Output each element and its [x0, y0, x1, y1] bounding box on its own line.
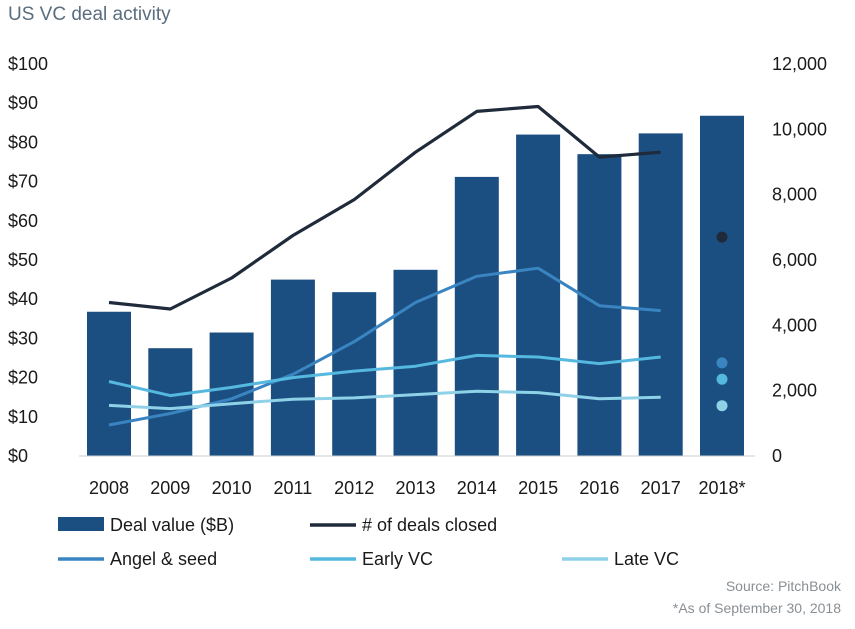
left-tick-label: $60 [8, 211, 38, 231]
legend: Deal value ($B) # of deals closed Angel & … [58, 515, 679, 569]
line-of-deals-closed [108, 104, 661, 311]
left-tick-label: $100 [8, 54, 48, 74]
left-tick-label: $0 [8, 446, 28, 466]
right-tick-label: 0 [772, 446, 782, 466]
marker-of-deals-closed-2018 [716, 231, 728, 243]
footnote: *As of September 30, 2018 [672, 600, 841, 616]
x-tick-label: 2008 [89, 478, 129, 498]
x-axis-ticks: 2008 2009 2010 2011 2012 2013 2014 2015 2016 2017… [89, 478, 746, 498]
right-tick-label: 6,000 [772, 250, 817, 270]
left-tick-label: $80 [8, 132, 38, 152]
right-tick-label: 12,000 [772, 54, 827, 74]
left-tick-label: $10 [8, 407, 38, 427]
x-tick-label: 2016 [579, 478, 619, 498]
right-tick-label: 4,000 [772, 315, 817, 335]
x-tick-label: 2017 [641, 478, 681, 498]
right-tick-label: 2,000 [772, 381, 817, 401]
bar-2014 [454, 176, 499, 456]
bars [87, 115, 744, 456]
x-tick-label: 2009 [150, 478, 190, 498]
legend-swatch-deal-value-b [58, 517, 104, 531]
series-markers [716, 231, 728, 412]
line-series [108, 104, 661, 427]
left-tick-label: $50 [8, 250, 38, 270]
legend-label-early-vc: Early VC [362, 549, 433, 569]
x-tick-label: 2010 [212, 478, 252, 498]
left-tick-label: $20 [8, 368, 38, 388]
legend-label-late-vc: Late VC [614, 549, 679, 569]
marker-angel-seed-2018 [716, 357, 728, 369]
legend-label-angel-seed: Angel & seed [110, 549, 217, 569]
left-tick-label: $40 [8, 289, 38, 309]
chart-title: US VC deal activity [8, 4, 171, 25]
right-tick-label: 8,000 [772, 185, 817, 205]
x-tick-label: 2012 [334, 478, 374, 498]
bar-2018 [700, 115, 744, 456]
bar-2015 [516, 134, 561, 456]
bar-2009 [148, 348, 193, 456]
marker-early-vc-2018 [716, 373, 728, 385]
right-axis-ticks: 0 2,000 4,000 6,000 8,000 10,000 12,000 [772, 54, 827, 466]
left-tick-label: $30 [8, 328, 38, 348]
line-early-vc [108, 353, 661, 398]
legend-label-of-deals-closed: # of deals closed [362, 515, 497, 535]
x-tick-label: 2018* [698, 478, 745, 498]
x-tick-label: 2011 [274, 478, 313, 498]
left-tick-label: $70 [8, 172, 38, 192]
line-late-vc [108, 389, 661, 411]
x-tick-label: 2015 [518, 478, 558, 498]
source-note: Source: PitchBook [725, 578, 841, 594]
x-tick-label: 2013 [395, 478, 435, 498]
left-axis-ticks: $0 $10 $20 $30 $40 $50 $60 $70 $80 $90 $100 [8, 54, 48, 466]
marker-late-vc-2018 [716, 400, 728, 412]
right-tick-label: 10,000 [772, 119, 827, 139]
x-tick-label: 2014 [457, 478, 497, 498]
legend-label-deal-value-b: Deal value ($B) [110, 515, 234, 535]
bar-2017 [638, 133, 683, 456]
left-tick-label: $90 [8, 93, 38, 113]
